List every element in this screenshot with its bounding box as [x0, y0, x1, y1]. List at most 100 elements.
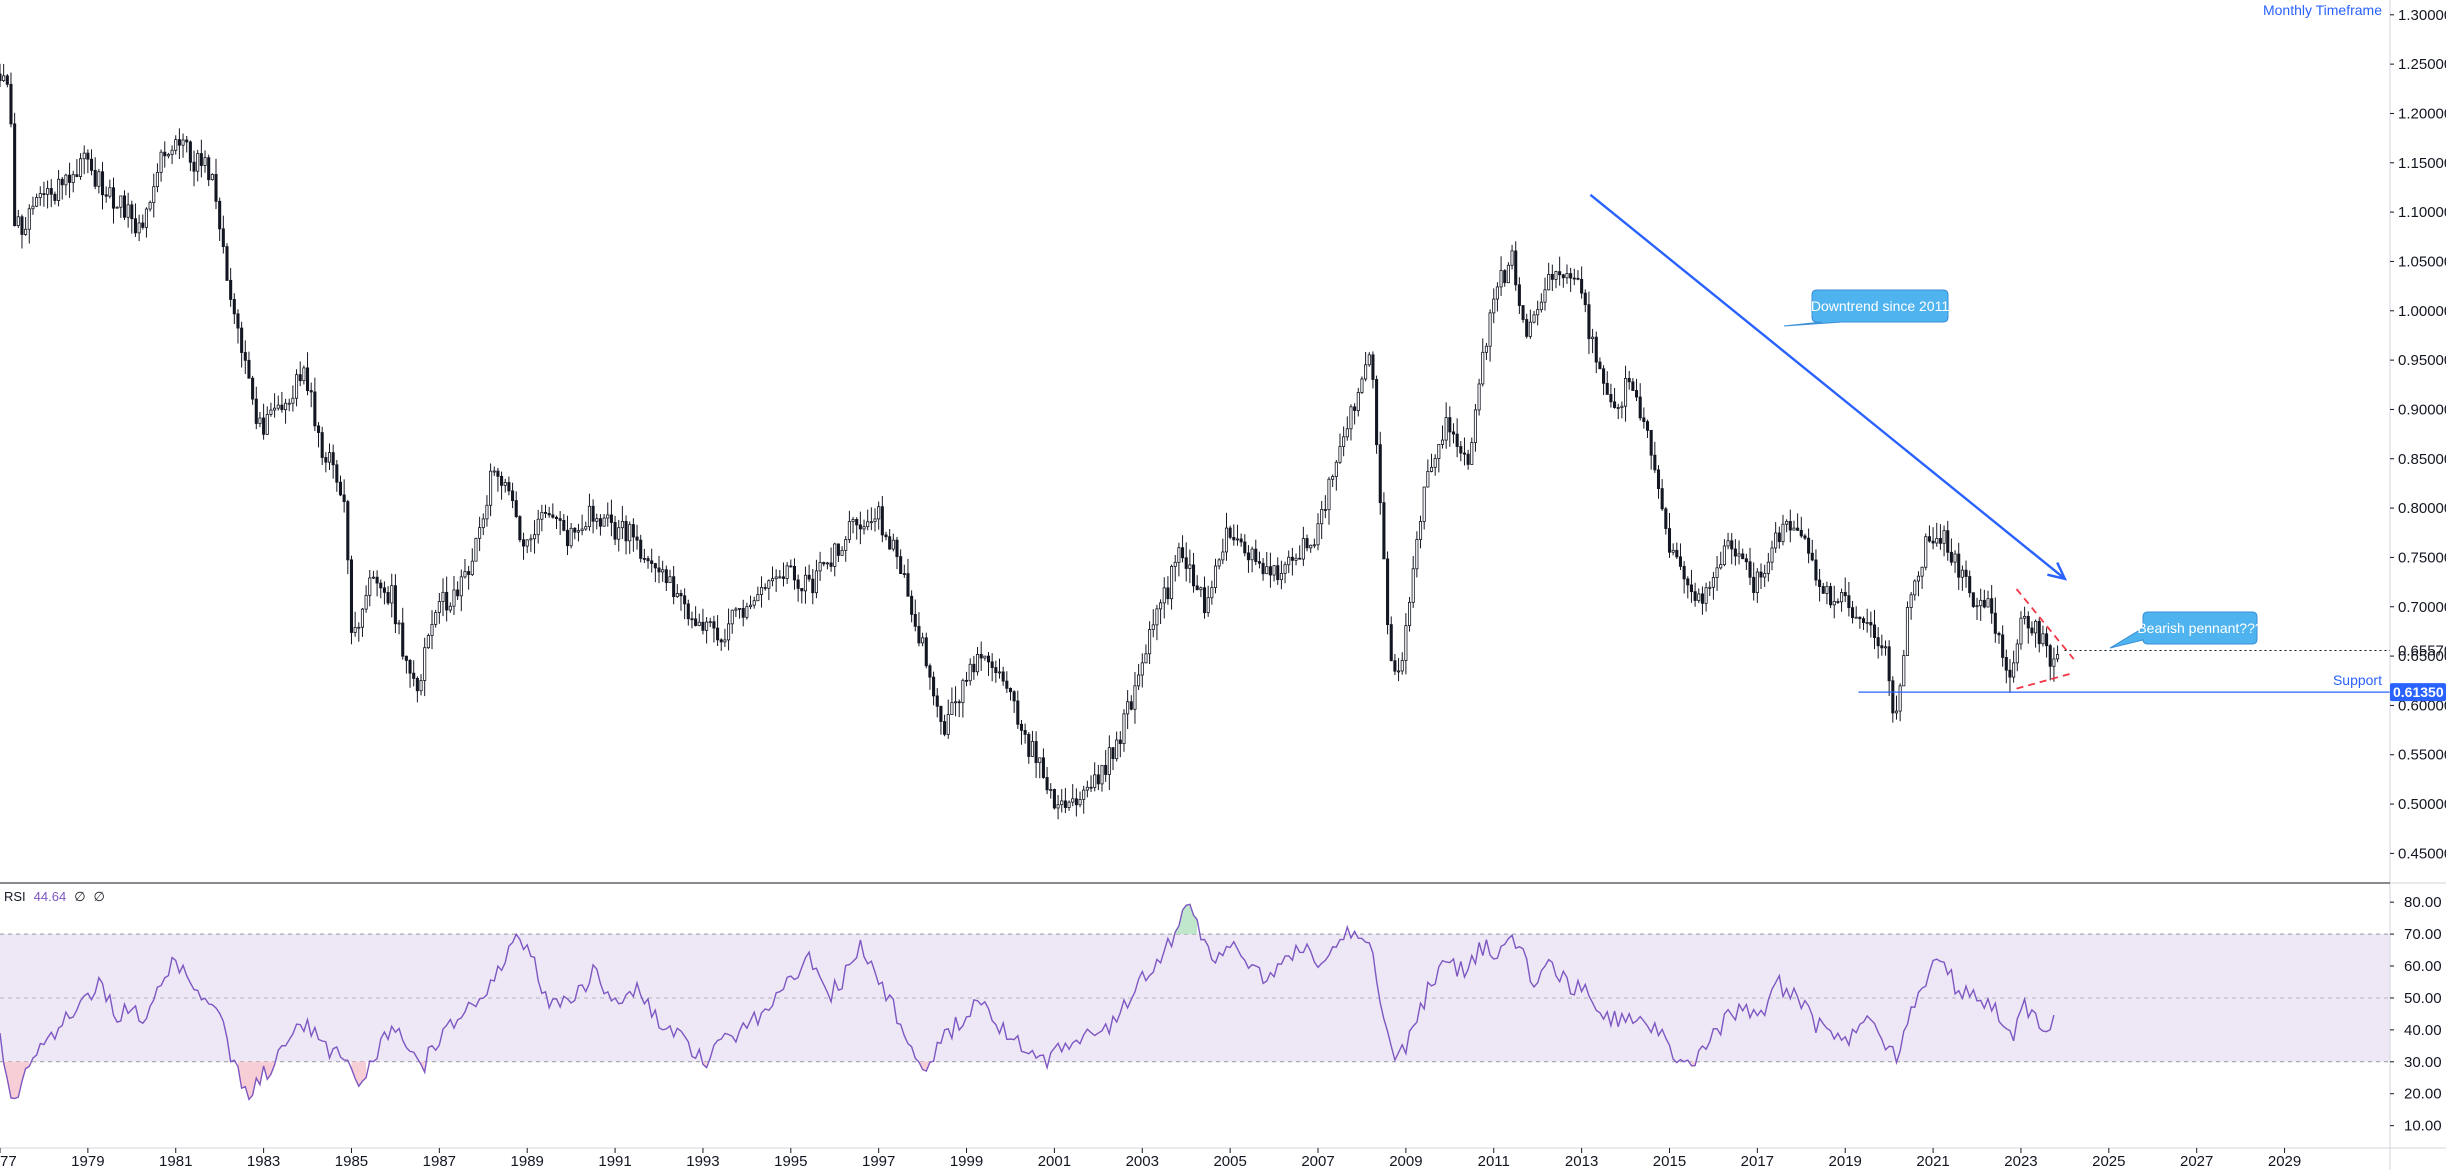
time-axis[interactable]: 1977 1979 1981 1983 1985 1987 1989 1991 1993 1995… [0, 1148, 2301, 1170]
candle-body [1448, 417, 1452, 433]
candle-body [573, 527, 577, 533]
candle-body [1283, 564, 1287, 574]
candle-body [1924, 536, 1928, 568]
candle-body [595, 518, 599, 522]
candle-body [1935, 538, 1939, 544]
callout-downtrend[interactable]: Downtrend since 2011 [1783, 289, 1949, 327]
candle-body [320, 432, 324, 458]
candle-body [496, 470, 500, 477]
candle-body [1188, 564, 1192, 569]
candle-body [1166, 587, 1170, 600]
year-tick-label: 2001 [1038, 1153, 1071, 1170]
rsi-oversold-fill [1691, 1061, 1696, 1066]
trendline-line[interactable] [1589, 193, 2066, 580]
candle-body [27, 208, 31, 230]
candle-body [569, 527, 573, 547]
rsi-line [0, 903, 2055, 1101]
candle-body [1199, 587, 1203, 591]
candle-body [386, 591, 390, 604]
candle-body [522, 539, 526, 547]
candle-body [2001, 634, 2005, 658]
candle-body [46, 188, 50, 195]
candle-body [445, 591, 449, 611]
candle-body [287, 402, 291, 405]
rsi-legend[interactable]: RSI 44.64 ∅ ∅ [4, 889, 105, 904]
candle-body [1030, 741, 1034, 757]
candle-body [1345, 428, 1349, 438]
candle-body [1415, 539, 1419, 570]
candle-body [1312, 544, 1316, 547]
candle-body [609, 514, 613, 523]
candle-body [229, 279, 233, 300]
candle-body [2056, 654, 2060, 660]
rsi-axis[interactable]: 80.00 70.00 60.00 50.00 40.00 30.00 20.00 10.00 [2390, 894, 2442, 1135]
candle-body [1649, 429, 1653, 456]
candle-body [2008, 669, 2012, 678]
candle-body [1243, 541, 1247, 554]
price-tick-label: 1.20000 [2398, 105, 2446, 122]
candle-body [1693, 591, 1697, 601]
candle-body [1528, 321, 1532, 337]
candle-body [675, 593, 679, 598]
candle-body [2023, 615, 2027, 619]
candle-body [1089, 786, 1093, 789]
candle-body [1056, 804, 1060, 809]
candle-body [1378, 444, 1382, 504]
candle-body [53, 193, 57, 201]
candle-body [342, 494, 346, 503]
downtrend-trendline[interactable] [1589, 193, 2068, 581]
candle-body [727, 623, 731, 641]
candle-body [1426, 471, 1430, 488]
candle-body [1558, 271, 1562, 276]
candle-body [902, 573, 906, 575]
bearish-pennant[interactable] [2015, 588, 2075, 690]
candle-body [723, 639, 727, 643]
callout-pennant[interactable]: Bearish pennant??? [2109, 611, 2263, 649]
candle-body [1360, 378, 1364, 393]
candle-body [1492, 298, 1496, 314]
candle-body [5, 75, 9, 85]
candle-body [932, 676, 936, 697]
year-tick-label: 2019 [1829, 1153, 1862, 1170]
candle-body [1536, 309, 1540, 316]
candle-body [379, 582, 383, 589]
candle-body [803, 574, 807, 592]
candle-body [1968, 576, 1972, 594]
candle-body [734, 608, 738, 611]
year-tick-label: 1995 [774, 1153, 807, 1170]
candle-body [1206, 597, 1210, 614]
candle-body [100, 171, 105, 196]
pennant-lower-line[interactable] [2016, 671, 2074, 690]
candle-body [71, 174, 75, 183]
rsi-tick-label: 50.00 [2404, 990, 2442, 1007]
candle-body [1547, 273, 1551, 291]
price-axis[interactable]: 1.30000 1.25000 1.20000 1.15000 1.10000 1.050… [2390, 7, 2446, 863]
candle-body [1437, 444, 1441, 459]
candle-body [617, 527, 621, 540]
candle-body [1473, 409, 1477, 443]
candle-body [434, 612, 438, 625]
candle-body [1093, 774, 1097, 788]
candle-body [975, 653, 980, 673]
candle-body [2037, 620, 2041, 645]
candle-body [295, 374, 299, 399]
callout-downtrend-shape[interactable] [1783, 289, 1949, 327]
year-tick-label: 2021 [1916, 1153, 1949, 1170]
candle-body [463, 571, 467, 578]
candle-body [382, 587, 386, 593]
candle-body [1986, 598, 1990, 608]
year-tick-label: 2005 [1213, 1153, 1246, 1170]
candle-body [1060, 800, 1064, 806]
candle-body [1840, 592, 1844, 603]
candle-body [745, 606, 749, 618]
candle-body [866, 521, 870, 528]
candle-body [2045, 633, 2049, 647]
price-tick-label: 1.25000 [2398, 56, 2446, 73]
year-tick-label: 2009 [1389, 1153, 1422, 1170]
pennant-upper-line[interactable] [2015, 588, 2075, 660]
candle-body [756, 594, 760, 602]
callout-pennant-shape[interactable] [2109, 611, 2258, 649]
